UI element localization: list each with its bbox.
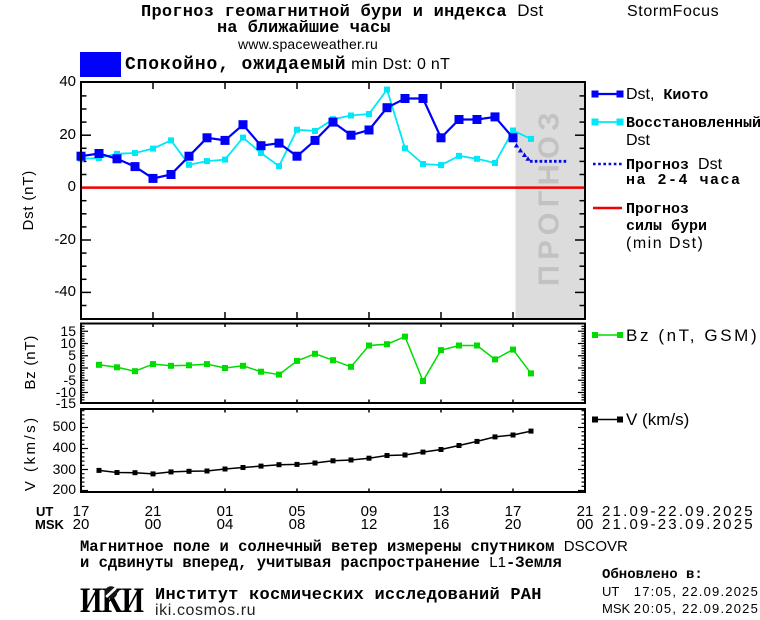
- svg-text:ПРОГНОЗ: ПРОГНОЗ: [534, 107, 566, 286]
